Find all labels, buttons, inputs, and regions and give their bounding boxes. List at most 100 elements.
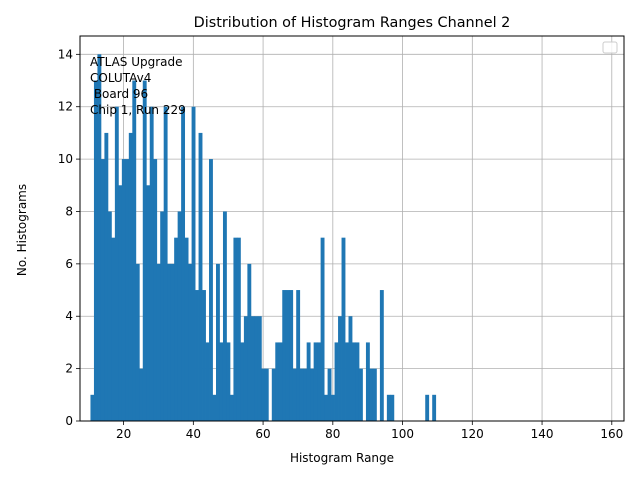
histogram-bar [271,368,276,421]
histogram-bar [100,159,105,421]
histogram-bar [163,106,168,421]
histogram-bar [184,237,189,421]
histogram-bar [205,342,210,421]
histogram-bar [285,290,290,421]
histogram-bar [202,290,206,421]
histogram-bar [174,237,179,421]
histogram-bar [156,263,161,421]
histogram-bar [372,368,377,421]
annotation-line-4: Chip 1, Run 229 [90,103,186,117]
histogram-bar [247,263,252,421]
histogram-bar [386,394,391,421]
x-tick-label: 160 [600,427,623,441]
histogram-bar [390,394,395,421]
histogram-bar [114,106,119,421]
histogram-bar [306,342,311,421]
histogram-bar [278,342,283,421]
histogram-bar [320,237,325,421]
histogram-bar [219,342,224,421]
annotation-text: ATLAS Upgrade COLUTAv4 Board 96 Chip 1, … [90,55,186,117]
histogram-bar [299,368,304,421]
histogram-bar [149,106,154,421]
histogram-bar [358,368,363,421]
histogram-bar [292,368,297,421]
x-tick-label: 20 [116,427,131,441]
annotation-line-1: ATLAS Upgrade [90,55,183,69]
y-axis-label: No. Histograms [15,184,29,276]
y-tick-label: 14 [58,47,73,61]
y-tick-label: 10 [58,152,73,166]
histogram-bar [139,368,144,421]
histogram-bar [233,237,238,421]
histogram-bar [365,342,370,421]
histogram-bar [188,263,192,421]
histogram-bar [379,290,384,421]
histogram-bar [170,263,175,421]
histogram-bar [338,316,342,421]
x-axis-ticks: 20 40 60 80 100 120 140 160 [116,421,623,441]
histogram-bar [198,132,203,421]
histogram-bar [310,368,315,421]
histogram-bar [243,316,248,421]
x-tick-label: 40 [186,427,201,441]
histogram-bar [142,80,147,422]
histogram-bar [222,211,227,421]
histogram-bar [240,342,245,421]
histogram-bar [236,237,241,421]
x-tick-label: 140 [531,427,554,441]
histogram-bar [153,159,158,421]
histogram-bar [195,290,199,421]
histogram-bar [128,132,133,421]
histogram-bar [355,342,360,421]
histogram-bar [257,316,262,421]
histogram-bar [432,394,437,421]
histogram-bar [125,159,130,421]
histogram-bar [93,80,98,422]
histogram-bar [216,263,220,421]
histogram-bar [261,368,266,421]
histogram-bar [104,132,109,421]
histogram-bar [264,368,269,421]
histogram-bar [303,368,308,421]
y-tick-label: 4 [65,309,73,323]
legend-box [602,41,618,54]
histogram-bar [352,342,356,421]
histogram-bar [107,211,112,421]
histogram-bar [226,342,231,421]
histogram-bar [250,316,255,421]
histogram-bar [282,290,287,421]
histogram-bar [425,394,430,421]
x-tick-label: 100 [391,427,414,441]
annotation-line-2: COLUTAv4 [90,71,151,85]
histogram-bar [369,368,374,421]
histogram-bar [229,394,234,421]
x-tick-label: 120 [461,427,484,441]
y-tick-label: 0 [65,414,73,428]
histogram-bar [331,394,335,421]
y-axis-ticks: 0 2 4 6 8 10 12 14 [58,47,80,428]
histogram-bar [348,316,353,421]
histogram-bar [209,159,213,421]
x-axis-label: Histogram Range [290,451,394,465]
y-tick-label: 8 [65,204,73,218]
histogram-bar [341,237,346,421]
histogram-bar [177,211,182,421]
histogram-bar [317,342,322,421]
plot-frame [79,35,625,422]
histogram-bar [296,290,301,421]
histogram-bar [324,394,328,421]
histogram-bar [345,342,349,421]
histogram-bar [90,394,95,421]
bars [90,54,437,422]
histogram-bar [289,290,294,421]
histogram-bar [167,263,172,421]
histogram-bar [327,368,332,421]
histogram-bar [111,237,116,421]
histogram-bar [135,263,140,421]
x-tick-label: 60 [255,427,270,441]
histogram-bar [118,185,123,421]
histogram-bar [181,106,186,421]
y-tick-label: 2 [65,362,73,376]
histogram-bar [132,80,137,422]
